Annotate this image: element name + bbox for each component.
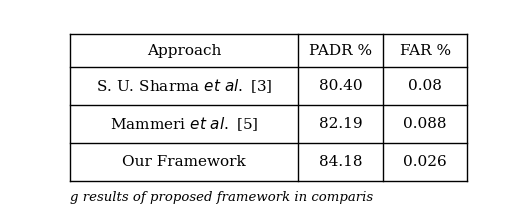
Text: Our Framework: Our Framework	[123, 155, 246, 169]
Text: 84.18: 84.18	[319, 155, 363, 169]
Text: g results of proposed framework in comparis: g results of proposed framework in compa…	[70, 191, 374, 204]
Text: 0.08: 0.08	[408, 79, 442, 93]
Text: Mammeri $\it{et~al.}$ [5]: Mammeri $\it{et~al.}$ [5]	[110, 115, 258, 133]
Text: 0.026: 0.026	[403, 155, 447, 169]
Text: PADR %: PADR %	[309, 44, 373, 58]
Text: FAR %: FAR %	[399, 44, 451, 58]
Text: S. U. Sharma $\it{et~al.}$ [3]: S. U. Sharma $\it{et~al.}$ [3]	[96, 77, 272, 95]
Text: 82.19: 82.19	[319, 117, 363, 131]
Text: 0.088: 0.088	[403, 117, 447, 131]
Text: 80.40: 80.40	[319, 79, 363, 93]
Text: Approach: Approach	[147, 44, 222, 58]
